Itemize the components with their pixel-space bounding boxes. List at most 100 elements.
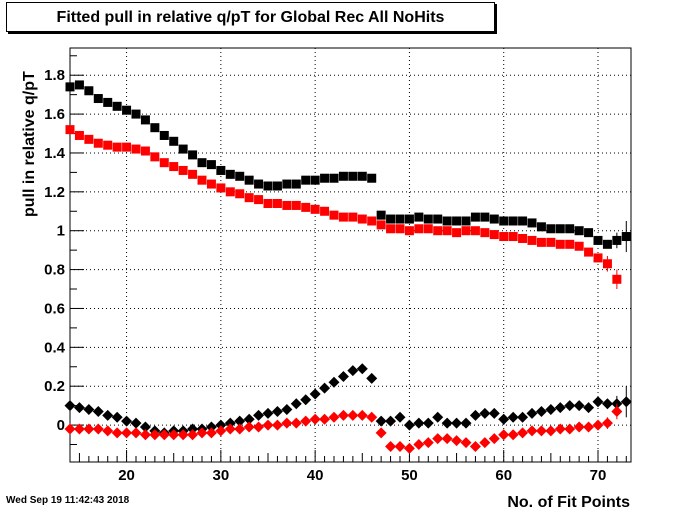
data-point-square: [93, 138, 103, 148]
data-point-square: [150, 123, 160, 133]
data-point-square: [527, 235, 537, 245]
data-point-square: [518, 233, 528, 243]
data-point-diamond: [469, 409, 481, 421]
data-point-square: [244, 175, 254, 185]
data-point-diamond: [460, 437, 472, 449]
data-points: [64, 80, 632, 454]
data-point-square: [357, 171, 367, 181]
data-point-diamond: [403, 419, 415, 431]
data-point-square: [112, 101, 122, 111]
data-point-diamond: [121, 415, 133, 427]
data-point-diamond: [234, 415, 246, 427]
data-point-diamond: [451, 417, 463, 429]
data-point-diamond: [460, 417, 472, 429]
data-point-diamond: [300, 394, 312, 406]
y-tick-label: 1.6: [44, 106, 65, 123]
data-point-square: [254, 179, 264, 189]
data-point-square: [122, 105, 132, 115]
data-point-diamond: [413, 417, 425, 429]
data-point-diamond: [64, 423, 76, 435]
data-point-diamond: [92, 405, 104, 417]
data-point-diamond: [469, 440, 481, 452]
data-point-square: [188, 169, 198, 179]
data-point-square: [235, 171, 245, 181]
data-point-diamond: [224, 423, 236, 435]
data-point-square: [574, 226, 584, 236]
x-tick-label: 20: [118, 467, 135, 484]
data-point-square: [452, 216, 462, 226]
data-point-diamond: [262, 407, 274, 419]
data-point-diamond: [130, 417, 142, 429]
data-point-square: [206, 160, 216, 170]
data-point-square: [159, 130, 169, 140]
data-point-diamond: [300, 415, 312, 427]
data-point-square: [112, 142, 122, 152]
data-point-diamond: [290, 398, 302, 410]
grid: [70, 48, 631, 462]
data-point-square: [546, 237, 556, 247]
data-point-square: [621, 232, 631, 242]
data-point-square: [489, 214, 499, 224]
data-point-square: [386, 224, 396, 234]
data-point-diamond: [102, 409, 114, 421]
data-point-square: [612, 274, 622, 284]
data-point-square: [150, 152, 160, 162]
data-point-square: [282, 200, 292, 210]
data-point-square: [367, 216, 377, 226]
y-tick-labels: 0 0.2 0.4 0.6 0.8 1 1.2 1.4 1.6 1.8: [44, 67, 66, 434]
x-tick-label: 70: [590, 467, 607, 484]
y-tick-label: 0.4: [44, 339, 66, 356]
data-point-diamond: [385, 415, 397, 427]
data-point-square: [178, 144, 188, 154]
data-point-diamond: [158, 429, 170, 441]
data-point-diamond: [262, 419, 274, 431]
data-point-diamond: [356, 363, 368, 375]
series-4: [64, 403, 623, 454]
data-point-diamond: [73, 423, 85, 435]
series-3: [64, 363, 632, 439]
data-point-diamond: [281, 417, 293, 429]
data-point-diamond: [111, 427, 123, 439]
data-point-square: [169, 136, 179, 146]
data-point-square: [263, 198, 273, 208]
data-point-square: [584, 247, 594, 257]
data-point-diamond: [271, 405, 283, 417]
data-point-square: [84, 134, 94, 144]
data-point-square: [565, 224, 575, 234]
axis-ticks: [70, 55, 627, 462]
data-point-diamond: [366, 372, 378, 384]
data-point-diamond: [196, 427, 208, 439]
data-point-diamond: [526, 425, 538, 437]
data-point-diamond: [620, 396, 632, 408]
data-point-diamond: [347, 409, 359, 421]
data-point-square: [320, 173, 330, 183]
data-point-diamond: [83, 423, 95, 435]
data-point-diamond: [139, 421, 151, 433]
data-point-diamond: [488, 407, 500, 419]
data-point-square: [235, 189, 245, 199]
data-point-square: [489, 230, 499, 240]
data-point-diamond: [328, 376, 340, 388]
data-point-square: [188, 150, 198, 160]
data-point-diamond: [356, 409, 368, 421]
data-point-square: [357, 214, 367, 224]
data-point-square: [291, 200, 301, 210]
data-point-diamond: [564, 423, 576, 435]
data-point-square: [367, 173, 377, 183]
chart-title: Fitted pull in relative q/pT for Global …: [56, 9, 445, 26]
data-point-diamond: [535, 405, 547, 417]
data-point-diamond: [139, 429, 151, 441]
data-point-square: [310, 204, 320, 214]
data-point-diamond: [73, 402, 85, 414]
data-point-square: [414, 224, 424, 234]
data-point-square: [65, 82, 75, 92]
data-point-diamond: [319, 382, 331, 394]
data-point-square: [65, 125, 75, 135]
data-point-diamond: [479, 437, 491, 449]
data-point-square: [74, 80, 84, 90]
data-point-square: [414, 212, 424, 222]
data-point-diamond: [545, 404, 557, 416]
data-point-diamond: [243, 421, 255, 433]
data-point-diamond: [507, 429, 519, 441]
data-point-diamond: [403, 442, 415, 454]
